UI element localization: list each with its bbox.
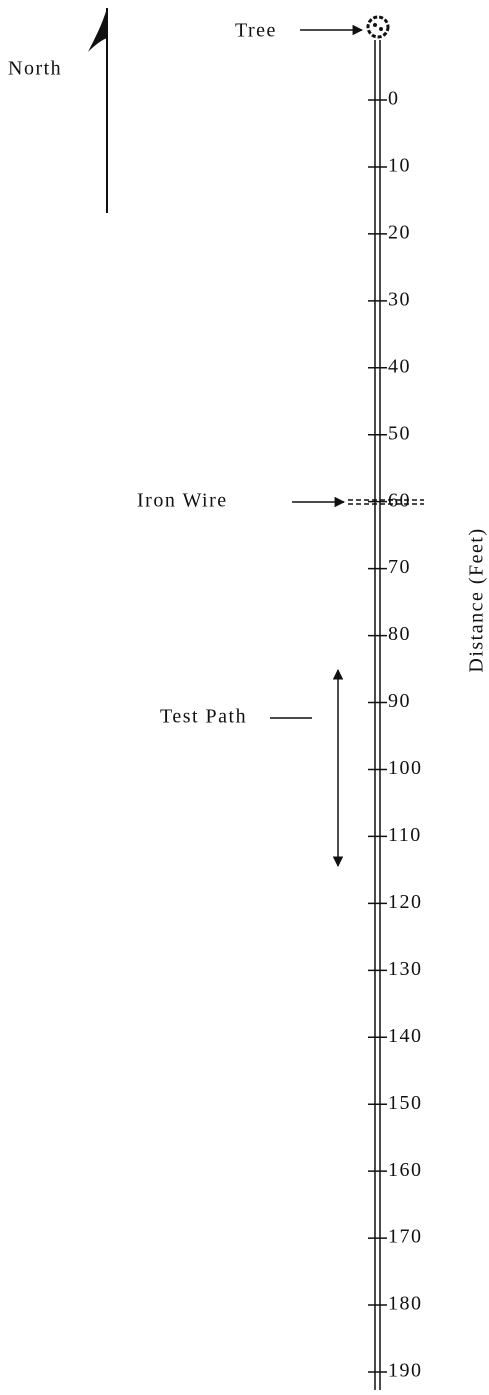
iron-wire-label: Iron Wire <box>137 490 228 512</box>
tree-label: Tree <box>235 20 277 42</box>
tick-label: 50 <box>388 422 411 444</box>
north-flag <box>88 8 107 52</box>
tick-label: 70 <box>388 556 411 578</box>
tick-label: 130 <box>388 958 423 980</box>
tick-label: 30 <box>388 288 411 310</box>
tick-label: 190 <box>388 1360 423 1382</box>
tick-label: 180 <box>388 1293 423 1315</box>
tree-icon <box>366 15 390 39</box>
tick-label: 100 <box>388 757 423 779</box>
test-path-label: Test Path <box>160 706 247 728</box>
tick-label: 120 <box>388 891 423 913</box>
axis-title: Distance (Feet) <box>466 527 488 672</box>
tick-label: 170 <box>388 1226 423 1248</box>
tick-label: 140 <box>388 1025 423 1047</box>
tick-label: 20 <box>388 221 411 243</box>
north-label: North <box>8 58 62 80</box>
tick-label: 150 <box>388 1092 423 1114</box>
tick-label: 90 <box>388 690 411 712</box>
tick-label: 160 <box>388 1159 423 1181</box>
tick-label: 80 <box>388 623 411 645</box>
tick-label: 60 <box>388 489 411 511</box>
tick-label: 110 <box>388 824 422 846</box>
tick-label: 10 <box>388 155 411 177</box>
tick-label: 0 <box>388 88 400 110</box>
tick-label: 40 <box>388 355 411 377</box>
